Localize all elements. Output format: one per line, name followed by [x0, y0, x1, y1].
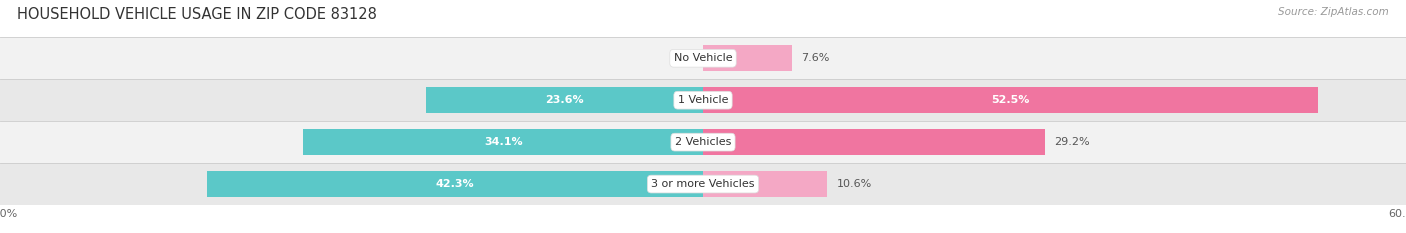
Bar [0, 37, 1406, 79]
Text: No Vehicle: No Vehicle [673, 53, 733, 63]
Text: 23.6%: 23.6% [546, 95, 583, 105]
Bar [0, 121, 1406, 163]
Text: 42.3%: 42.3% [436, 179, 474, 189]
Bar [0, 163, 1406, 205]
Text: 7.6%: 7.6% [801, 53, 830, 63]
Bar [703, 87, 1319, 113]
Bar [304, 129, 703, 155]
Bar [703, 45, 792, 71]
Text: 10.6%: 10.6% [837, 179, 872, 189]
Text: 1 Vehicle: 1 Vehicle [678, 95, 728, 105]
Text: 29.2%: 29.2% [1054, 137, 1090, 147]
Text: Source: ZipAtlas.com: Source: ZipAtlas.com [1278, 7, 1389, 17]
Bar [426, 87, 703, 113]
Text: 34.1%: 34.1% [484, 137, 523, 147]
Text: 52.5%: 52.5% [991, 95, 1029, 105]
Bar [703, 129, 1045, 155]
Bar [703, 171, 827, 197]
Text: 3 or more Vehicles: 3 or more Vehicles [651, 179, 755, 189]
Bar [208, 171, 703, 197]
Text: 0.0%: 0.0% [669, 53, 697, 63]
Text: HOUSEHOLD VEHICLE USAGE IN ZIP CODE 83128: HOUSEHOLD VEHICLE USAGE IN ZIP CODE 8312… [17, 7, 377, 22]
Bar [0, 79, 1406, 121]
Text: 2 Vehicles: 2 Vehicles [675, 137, 731, 147]
